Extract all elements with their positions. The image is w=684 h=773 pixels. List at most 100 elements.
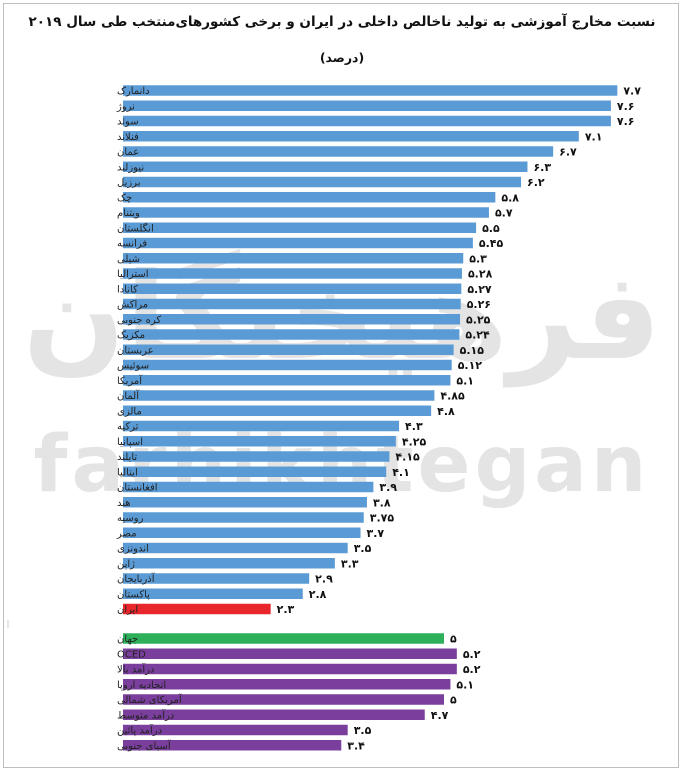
data-label: ۵.۷ xyxy=(495,207,513,220)
chart-subtitle: (درصد) xyxy=(319,50,365,65)
category-label: درآمد پائین xyxy=(117,724,162,737)
category-label: OCED xyxy=(117,649,146,660)
category-label: درآمد بالا xyxy=(117,663,154,676)
bar xyxy=(123,390,435,401)
bar xyxy=(123,573,310,584)
data-label: ۵.۱ xyxy=(456,374,474,387)
data-label: ۵.۴۵ xyxy=(479,237,504,250)
category-label: ایران xyxy=(117,605,138,616)
category-label: اتحادیه اروپا xyxy=(117,680,166,691)
data-label: ۴.۳ xyxy=(405,420,423,433)
data-label: ۴.۱ xyxy=(392,466,410,479)
category-label: آلمان xyxy=(117,389,140,402)
bar xyxy=(123,85,618,96)
bar xyxy=(123,222,477,233)
bar xyxy=(123,405,432,416)
data-label: ۵.۲ xyxy=(463,663,481,676)
data-label: ۵.۱ xyxy=(456,678,474,691)
category-label: چک xyxy=(117,193,132,204)
data-label: ۳.۸ xyxy=(373,496,391,509)
data-label: ۳.۳ xyxy=(341,557,359,570)
bar xyxy=(123,709,425,720)
bar xyxy=(123,633,444,644)
data-label: ۵ xyxy=(450,633,457,646)
data-label: ۷.۷ xyxy=(623,85,641,98)
category-label: کانادا xyxy=(117,284,138,295)
data-label: ۵.۳ xyxy=(469,252,487,265)
data-label: ۵.۲۶ xyxy=(467,298,491,311)
bar xyxy=(123,329,460,340)
data-label: ۴.۷ xyxy=(431,709,449,722)
category-label: آذربایجان xyxy=(117,572,156,585)
bar xyxy=(123,192,496,203)
category-label: نروژ xyxy=(116,101,135,112)
data-label: ۵.۲ xyxy=(463,648,481,661)
category-label: آمریکای شمالی xyxy=(117,693,183,706)
category-label: کره جنوبی xyxy=(117,315,161,326)
bar xyxy=(123,663,457,675)
data-label: ۳.۷ xyxy=(367,527,385,540)
category-label: مصر xyxy=(116,528,137,539)
data-label: ۲.۳ xyxy=(277,603,295,616)
bar xyxy=(123,497,367,508)
data-label: ۶.۷ xyxy=(559,146,577,159)
category-label: سوئیس xyxy=(117,361,149,372)
data-label: ۳.۵ xyxy=(354,542,372,555)
category-label: عمان xyxy=(117,147,139,158)
category-label: مالزی xyxy=(117,406,142,417)
watermark-latin-text: farhikhtegan xyxy=(33,420,651,510)
category-label: هند xyxy=(117,498,131,509)
category-label: ایتالیا xyxy=(117,467,138,478)
category-label: جهان xyxy=(117,634,138,645)
bar xyxy=(123,648,457,659)
bar xyxy=(123,603,271,615)
data-label: ۲.۹ xyxy=(315,573,333,586)
bar xyxy=(123,176,522,188)
data-label: ۳.۴ xyxy=(347,739,365,752)
data-label: ۳.۷۵ xyxy=(370,512,395,525)
bar xyxy=(123,481,374,493)
category-label: پاکستان xyxy=(117,589,150,600)
data-label: ۵ xyxy=(450,694,457,707)
bar xyxy=(123,314,461,325)
category-label: اندونزی xyxy=(117,544,149,555)
data-label: ۶.۲ xyxy=(527,176,545,189)
category-label: آمریکا xyxy=(117,374,143,387)
bar xyxy=(123,283,462,294)
bar xyxy=(123,359,452,371)
category-label: ژاپن xyxy=(117,559,135,570)
bar xyxy=(123,724,348,736)
category-label: مراکش xyxy=(117,300,148,311)
bar xyxy=(123,253,464,264)
category-label: سوئد xyxy=(117,117,139,128)
category-label: آسیای جنوبی xyxy=(117,739,172,752)
bar xyxy=(123,512,364,523)
data-label: ۵.۸ xyxy=(501,191,519,204)
category-label: اسپانیا xyxy=(117,437,143,448)
data-label: ۲.۸ xyxy=(309,588,327,601)
chart-frame xyxy=(3,3,679,768)
category-label: ویتنام xyxy=(117,208,140,219)
data-label: ۴.۸۵ xyxy=(440,390,465,403)
data-label: ۵.۵ xyxy=(482,222,500,235)
bar xyxy=(123,100,611,111)
bar xyxy=(123,740,342,751)
category-label: تایلند xyxy=(117,452,137,463)
bar xyxy=(123,466,387,477)
data-label: ۳.۹ xyxy=(379,481,397,494)
bar xyxy=(123,451,390,462)
bar xyxy=(123,207,489,218)
category-label: فرانسه xyxy=(117,239,147,250)
data-label: ۵.۲۴ xyxy=(465,329,490,342)
bar xyxy=(123,131,579,142)
data-label: ۷.۶ xyxy=(617,115,635,128)
bar xyxy=(123,436,396,447)
category-label: شیلی xyxy=(117,254,140,265)
chart-title: نسبت مخارج آموزشی به تولید ناخالص داخلی … xyxy=(28,14,656,30)
category-label: درآمد متوسط xyxy=(117,708,174,721)
data-label: ۷.۱ xyxy=(585,130,603,143)
category-label: ترکیه xyxy=(117,422,139,433)
data-label: ۵.۲۸ xyxy=(468,268,493,281)
category-label: دانمارک xyxy=(117,86,150,97)
